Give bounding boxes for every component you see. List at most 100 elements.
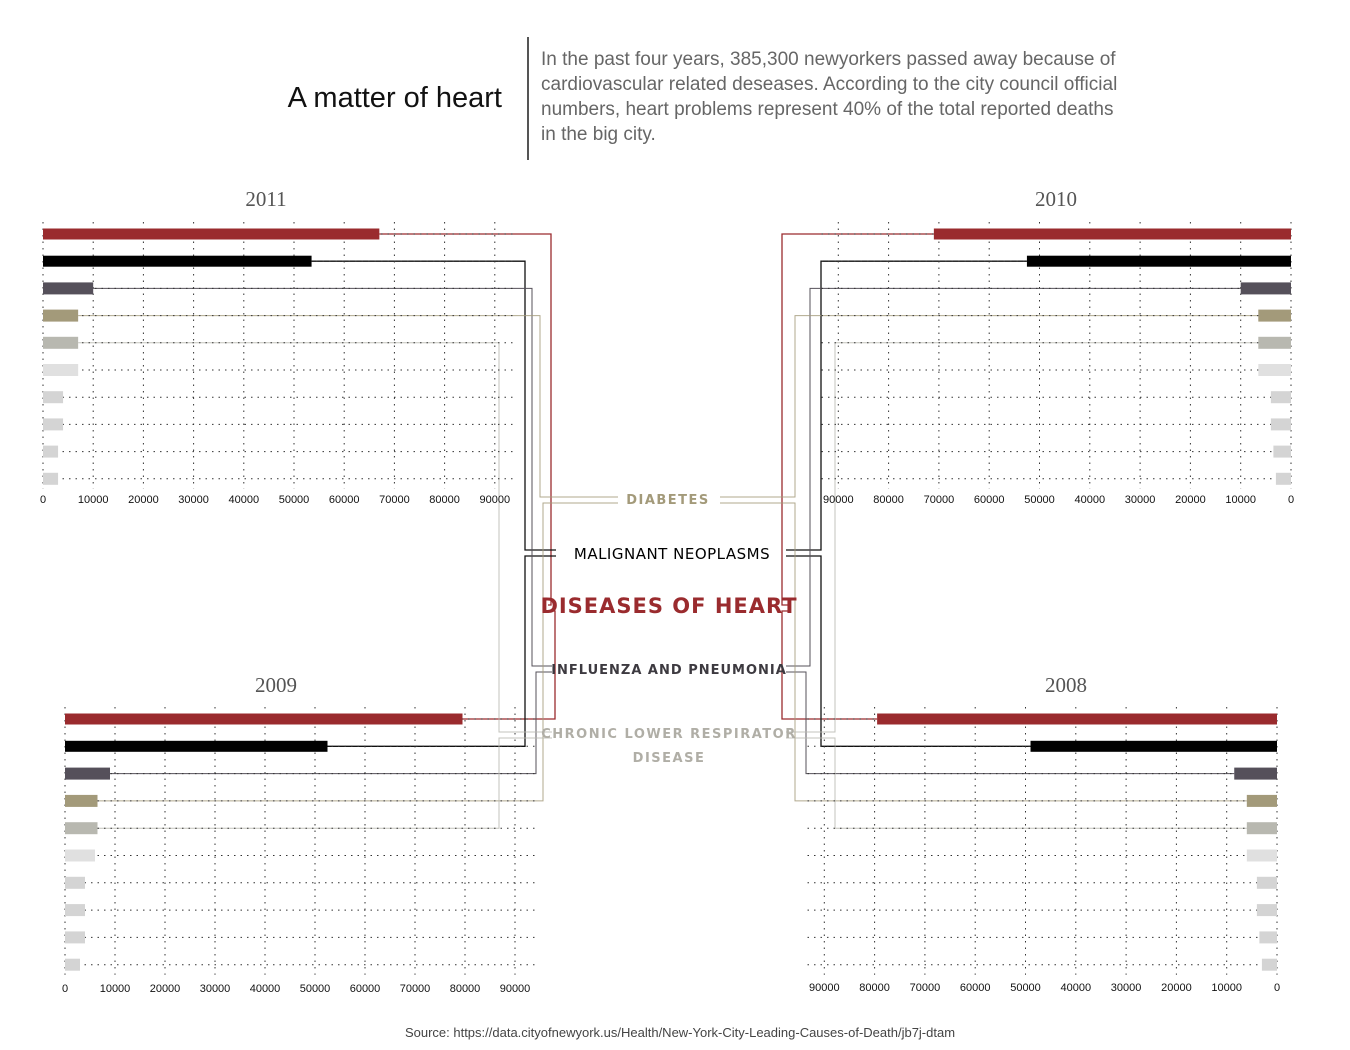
bar-2010-3: [1240, 282, 1291, 295]
bar-2009-5: [65, 822, 98, 835]
bar-2010-7: [1270, 391, 1291, 404]
tick-label: 0: [1288, 494, 1294, 506]
bar-2009-10: [65, 958, 80, 971]
bar-2008-1: [877, 713, 1277, 725]
bar-2008-4: [1246, 794, 1277, 807]
bar-2009-9: [65, 931, 85, 944]
connector-diabetes-2008: [720, 502, 1247, 802]
bar-2010-10: [1275, 472, 1291, 485]
tick-label: 20000: [128, 494, 159, 506]
tick-label: 40000: [250, 983, 281, 995]
intro-text: In the past four years, 385,300 newyorke…: [541, 49, 1118, 145]
tick-label: 50000: [279, 494, 310, 506]
category-label-line: CHRONIC LOWER RESPIRATOR: [541, 727, 797, 742]
tick-label: 50000: [1024, 494, 1055, 506]
connector-lines: [78, 233, 1259, 829]
bar-2010-8: [1270, 418, 1291, 431]
connector-neoplasms-2011: [311, 260, 556, 551]
category-label-4: DIABETES: [626, 493, 710, 508]
tick-label: 20000: [1175, 494, 1206, 506]
bar-2010-1: [933, 228, 1291, 240]
bar-2009-8: [65, 904, 85, 917]
connector-heart-2009: [462, 610, 556, 720]
bar-2008-2: [1030, 740, 1277, 752]
bar-2008-6: [1246, 849, 1277, 862]
bar-2009-1: [65, 713, 463, 725]
bar-2008-3: [1234, 767, 1277, 780]
tick-label: 10000: [100, 983, 131, 995]
category-labels: DISEASES OF HEART MALIGNANT NEOPLASMS INFL…: [540, 493, 797, 766]
connector-neoplasms-2009: [327, 555, 556, 747]
tick-label: 90000: [480, 494, 511, 506]
connector-influenza-2011: [93, 287, 552, 667]
bar-2011-8: [43, 418, 64, 431]
chart-panel-2009: 2009 0 10000 20000 30000 40000 50000 60000 70000…: [62, 673, 535, 995]
bar-2009-3: [65, 767, 110, 780]
bar-2011-10: [43, 472, 59, 485]
connector-heart-2011: [379, 233, 552, 606]
bar-2011-4: [43, 309, 79, 322]
tick-label: 50000: [300, 983, 331, 995]
chart-panel-2011: 2011 0 10000 20000 30000 40000 50000 60000 70000…: [40, 187, 515, 506]
tick-label: 10000: [78, 494, 109, 506]
tick-label: 30000: [200, 983, 231, 995]
tick-label: 10000: [1225, 494, 1256, 506]
chart-title-2010: 2010: [1035, 187, 1077, 211]
tick-label: 0: [62, 983, 68, 995]
bar-2011-1: [43, 228, 380, 240]
tick-label: 40000: [229, 494, 260, 506]
bar-2009-2: [65, 740, 328, 752]
bar-2008-9: [1259, 931, 1277, 944]
chart-panel-2008: 2008 0 10000 20000 30000 40000 50000 60000 70000…: [804, 673, 1280, 994]
connector-influenza-2009: [110, 671, 552, 775]
connector-influenza-2008: [786, 671, 1235, 775]
tick-label: 60000: [329, 494, 360, 506]
bar-2011-3: [43, 282, 94, 295]
tick-label: 50000: [1010, 982, 1041, 994]
connector-respiratory-2008: [786, 737, 1247, 829]
category-label-2: MALIGNANT NEOPLASMS: [574, 545, 770, 563]
connector-influenza-2010: [786, 287, 1241, 667]
chart-panel-2010: 2010 0 10000 20000 30000 40000 50000 60000 70000…: [818, 187, 1294, 506]
page-title: A matter of heart: [287, 82, 502, 114]
tick-label: 90000: [823, 494, 854, 506]
tick-label: 80000: [450, 983, 481, 995]
bar-2010-2: [1026, 255, 1291, 267]
tick-label: 30000: [1125, 494, 1156, 506]
bar-2009-7: [65, 876, 85, 889]
tick-label: 70000: [924, 494, 955, 506]
tick-label: 60000: [974, 494, 1005, 506]
tick-label: 70000: [379, 494, 410, 506]
tick-label: 70000: [400, 983, 431, 995]
tick-label: 30000: [1111, 982, 1142, 994]
tick-label: 0: [1274, 982, 1280, 994]
connector-respiratory-2011: [78, 342, 552, 733]
tick-label: 30000: [178, 494, 209, 506]
connector-diabetes-2009: [97, 502, 618, 802]
bar-2010-5: [1258, 336, 1291, 349]
tick-label: 90000: [809, 982, 840, 994]
bar-2008-7: [1256, 876, 1277, 889]
bar-2009-6: [65, 849, 95, 862]
bar-2011-2: [43, 255, 312, 267]
bar-2011-9: [43, 445, 59, 458]
chart-title-2009: 2009: [255, 673, 297, 697]
causes-of-death-chart: 2011 0 10000 20000 30000 40000 50000 60000 70000…: [40, 187, 1294, 995]
category-label-1: DISEASES OF HEART: [540, 594, 797, 618]
tick-label: 10000: [1211, 982, 1242, 994]
connector-heart-2008: [781, 610, 878, 720]
tick-label: 60000: [960, 982, 991, 994]
bar-2011-6: [43, 364, 79, 376]
chart-title-2008: 2008: [1045, 673, 1087, 697]
connector-diabetes-2011: [78, 315, 618, 498]
tick-label: 90000: [500, 983, 531, 995]
connector-neoplasms-2010: [786, 260, 1027, 551]
bar-2010-9: [1273, 445, 1291, 458]
bar-2010-4: [1258, 309, 1291, 322]
connector-diabetes-2010: [720, 315, 1259, 498]
intro-divider: [527, 37, 529, 160]
bar-2008-10: [1261, 958, 1277, 971]
chart-title-2011: 2011: [245, 187, 286, 211]
tick-label: 80000: [859, 982, 890, 994]
source-note: Source: https://data.cityofnewyork.us/He…: [404, 1025, 956, 1040]
